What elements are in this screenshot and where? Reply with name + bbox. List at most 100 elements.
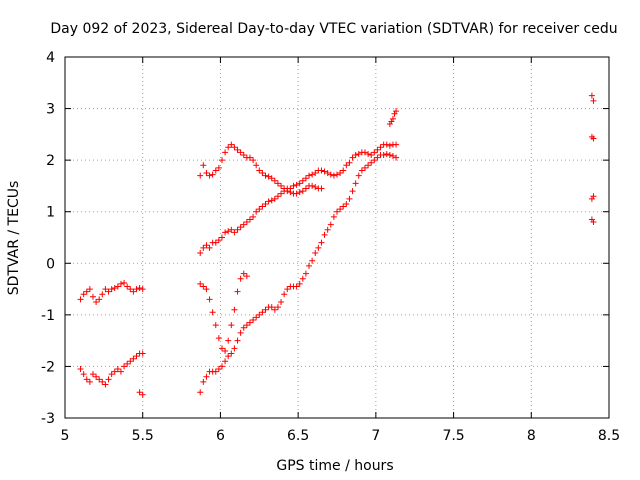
data-point	[99, 291, 106, 298]
data-point	[206, 296, 213, 303]
data-point	[234, 226, 241, 233]
data-point	[346, 195, 353, 202]
y-tick-label: 2	[46, 153, 55, 169]
y-tick-label: -2	[41, 359, 55, 375]
x-tick-label: 8.5	[598, 428, 620, 444]
data-point	[139, 391, 146, 398]
data-point	[365, 150, 372, 157]
data-point	[212, 239, 219, 246]
data-point	[312, 183, 319, 190]
data-point	[231, 345, 238, 352]
data-point	[355, 150, 362, 157]
data-point	[393, 141, 400, 148]
data-point	[136, 285, 143, 292]
data-point	[228, 141, 235, 148]
data-point	[114, 283, 121, 290]
x-axis-label: GPS time / hours	[276, 458, 393, 474]
data-point	[302, 185, 309, 192]
data-point	[259, 203, 266, 210]
data-point	[262, 172, 269, 179]
data-point	[80, 371, 87, 378]
x-tick-label: 6	[216, 428, 225, 444]
data-point	[117, 280, 124, 287]
data-point	[231, 229, 238, 236]
data-point	[340, 203, 347, 210]
data-point	[228, 350, 235, 357]
data-point	[271, 306, 278, 313]
data-point	[231, 306, 238, 313]
data-point	[215, 366, 222, 373]
data-point	[117, 368, 124, 375]
data-point	[200, 283, 207, 290]
y-tick-label: -3	[41, 411, 55, 427]
data-point	[374, 154, 381, 161]
data-point	[218, 345, 225, 352]
data-point	[225, 337, 232, 344]
data-point	[349, 154, 356, 161]
data-point	[274, 180, 281, 187]
data-point	[324, 226, 331, 233]
data-point	[77, 296, 84, 303]
y-tick-label: 0	[46, 256, 55, 272]
data-point	[265, 198, 272, 205]
data-point	[296, 280, 303, 287]
data-point	[203, 242, 210, 249]
data-point	[80, 291, 87, 298]
data-point	[306, 262, 313, 269]
y-axis-label: SDTVAR / TECUs	[6, 181, 22, 296]
data-point	[83, 288, 90, 295]
data-point	[86, 378, 93, 385]
data-point	[374, 146, 381, 153]
data-point	[337, 206, 344, 213]
data-point	[293, 181, 300, 188]
data-point	[200, 162, 207, 169]
data-point	[377, 144, 384, 151]
data-point	[309, 171, 316, 178]
data-point	[197, 172, 204, 179]
data-point	[218, 234, 225, 241]
data-point	[355, 172, 362, 179]
data-point	[383, 150, 390, 157]
data-point	[124, 283, 131, 290]
data-point	[86, 286, 93, 293]
data-point	[253, 314, 260, 321]
data-point	[330, 213, 337, 220]
data-point	[334, 208, 340, 215]
data-point	[588, 92, 595, 99]
data-point	[371, 149, 378, 156]
data-point	[243, 322, 250, 329]
data-point	[383, 141, 390, 148]
data-point	[105, 288, 112, 295]
x-tick-label: 7.5	[442, 428, 464, 444]
data-point	[225, 228, 232, 235]
data-point	[343, 162, 350, 169]
x-tick-labels: 5 5.5 6 6.5 7 7.5 8 8.5	[61, 428, 621, 444]
data-point	[237, 149, 244, 156]
data-point	[237, 329, 244, 336]
data-point	[250, 213, 257, 220]
data-point	[203, 373, 210, 380]
data-point	[256, 167, 263, 174]
data-point	[299, 177, 306, 184]
data-point	[240, 324, 247, 331]
data-point	[215, 335, 222, 342]
data-point	[590, 135, 597, 142]
data-point	[330, 172, 337, 179]
plot-frame	[64, 56, 610, 419]
data-point	[240, 270, 247, 277]
data-point	[96, 296, 103, 303]
data-point	[246, 216, 253, 223]
x-tick-label: 6.5	[287, 428, 309, 444]
data-point	[89, 371, 96, 378]
data-point	[228, 322, 235, 329]
data-point	[296, 189, 303, 196]
data-point	[108, 371, 115, 378]
data-point	[253, 162, 260, 169]
data-point	[590, 193, 597, 200]
data-point	[318, 185, 325, 192]
data-point	[228, 226, 235, 233]
data-point	[130, 355, 137, 362]
data-point	[197, 249, 204, 256]
data-point	[588, 133, 595, 140]
data-point	[334, 171, 340, 178]
